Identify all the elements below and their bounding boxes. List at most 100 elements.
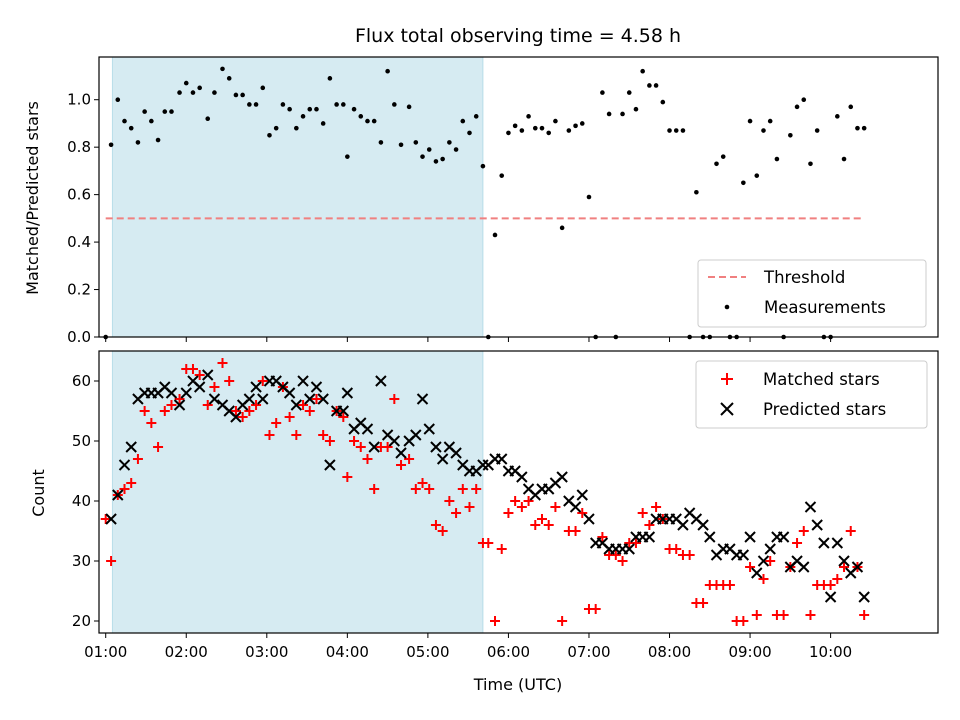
measurement-point [260, 85, 266, 91]
matched-star-marker [644, 520, 655, 530]
matched-star-marker [503, 508, 514, 518]
predicted-star-marker [341, 387, 354, 399]
measurement-point [861, 125, 867, 131]
matched-star-marker [389, 394, 400, 404]
measurement-point [177, 90, 182, 95]
measurement-point [546, 130, 552, 136]
matched-star-marker [832, 574, 843, 584]
matched-legend-label: Matched stars [763, 370, 880, 389]
measurement-point [247, 102, 252, 107]
matched-star-marker [424, 484, 435, 494]
x-tick-label: 02:00 [165, 643, 208, 661]
matched-star-marker [126, 478, 137, 488]
measurement-point [205, 116, 211, 121]
measurement-point [741, 180, 746, 186]
predicted-star-marker [764, 543, 776, 555]
predicted-star-marker [310, 381, 323, 393]
predicted-star-marker [704, 531, 716, 543]
predicted-star-marker [324, 459, 336, 471]
y-tick-label: 60 [72, 372, 91, 390]
matched-star-marker [146, 418, 157, 428]
measurement-point [371, 118, 377, 124]
predicted-star-marker [851, 561, 864, 573]
y-tick-label: 20 [72, 612, 91, 630]
matched-star-marker [570, 526, 581, 536]
predicted-star-marker [112, 489, 124, 501]
measurement-point [108, 142, 114, 148]
y-tick-label: 0.0 [67, 328, 91, 346]
measurement-point [714, 161, 719, 167]
matched-star-marker [369, 484, 380, 494]
count-y-axis-label: Count [29, 469, 48, 517]
predicted-star-marker [337, 405, 350, 417]
matched-star-marker [758, 574, 769, 584]
matched-star-marker [839, 562, 850, 572]
measurement-point [633, 106, 639, 112]
predicted-star-marker [173, 399, 186, 411]
measurement-point [398, 142, 404, 148]
predicted-star-marker [208, 393, 221, 405]
predicted-star-marker [105, 513, 117, 525]
predicted-star-marker [317, 393, 329, 405]
predicted-star-marker [757, 555, 770, 567]
measurement-point [115, 97, 121, 103]
matched-star-marker [516, 502, 527, 512]
matched-star-marker [362, 454, 373, 464]
matched-star-marker [444, 496, 455, 506]
x-tick-label: 05:00 [406, 643, 449, 661]
predicted-star-marker [576, 489, 588, 501]
measurement-point [142, 109, 147, 114]
measurement-point [358, 114, 364, 119]
matched-star-marker [724, 580, 735, 590]
measurement-point [447, 140, 452, 145]
measurement-point [287, 106, 292, 112]
measurement-point [420, 154, 425, 159]
matched-star-marker [132, 454, 143, 464]
matched-star-marker [792, 538, 803, 548]
measurement-point [754, 173, 760, 178]
matched-star-marker [825, 580, 836, 590]
matched-star-marker [557, 616, 568, 626]
matched-star-marker [778, 610, 789, 620]
measurement-point [640, 68, 645, 74]
measurement-point [788, 133, 793, 138]
measurement-point [855, 125, 860, 131]
matched-star-marker [577, 508, 588, 518]
predicted-star-marker [297, 375, 309, 387]
predicted-star-marker [583, 513, 595, 525]
measurement-point [720, 154, 726, 159]
matched-star-marker [496, 544, 507, 554]
predicted-star-marker [230, 411, 242, 423]
matched-star-marker [417, 478, 428, 488]
matched-star-marker [738, 616, 749, 626]
measurement-point [365, 118, 370, 124]
matched-star-marker [209, 382, 220, 392]
matched-star-marker [464, 502, 475, 512]
matched-star-marker [523, 496, 534, 506]
measurement-point [128, 125, 134, 131]
measurement-point [767, 118, 773, 124]
measurement-point [155, 137, 161, 143]
measurement-point [794, 104, 800, 110]
measurement-point [480, 163, 486, 169]
measurement-point [253, 102, 259, 107]
x-tick-label: 10:00 [809, 643, 852, 661]
matched-star-marker [251, 400, 262, 410]
matched-star-marker [284, 412, 295, 422]
measurement-point [440, 156, 445, 162]
measurement-point [553, 118, 558, 124]
predicted-star-marker [395, 447, 407, 459]
matched-star-marker [224, 376, 235, 386]
measurement-point [835, 114, 840, 119]
matched-star-marker [765, 556, 776, 566]
predicted-star-marker [180, 387, 192, 399]
measurement-point [841, 156, 847, 162]
matched-star-marker [490, 616, 501, 626]
measurement-point [680, 128, 686, 133]
predicted-star-marker [430, 441, 442, 453]
measurement-point [499, 173, 505, 178]
measurement-point [814, 128, 820, 133]
y-tick-label: 30 [72, 552, 91, 570]
measurement-point [220, 66, 225, 72]
y-tick-label: 50 [72, 432, 91, 450]
